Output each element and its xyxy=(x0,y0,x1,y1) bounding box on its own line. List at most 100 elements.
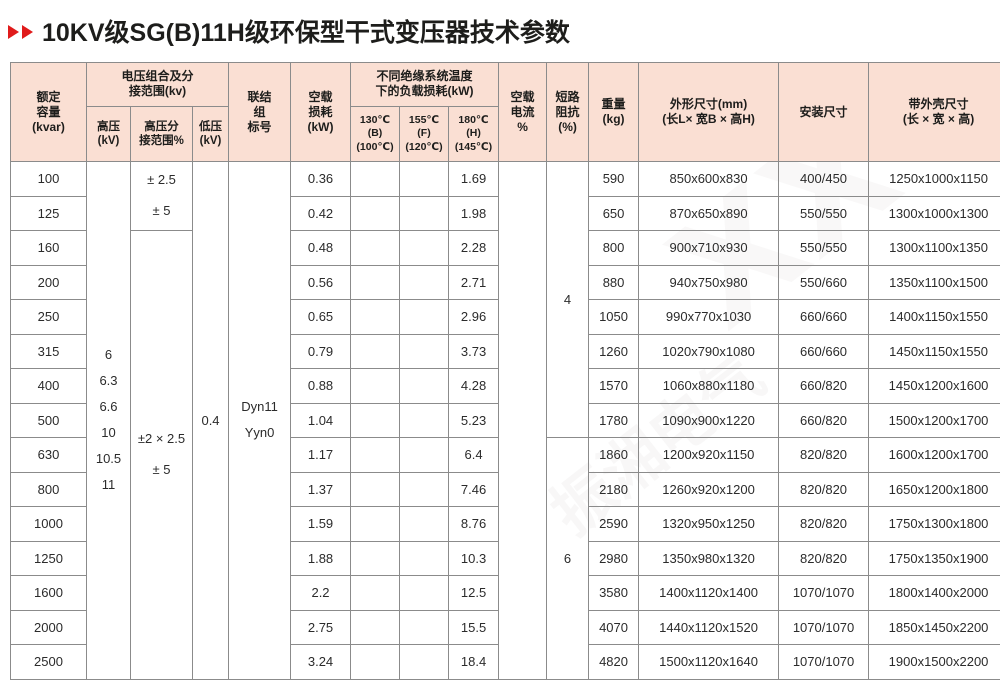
cell-load-loss-h: 8.76 xyxy=(448,506,500,542)
tap-range-line-1: ±2 × 2.5 xyxy=(137,431,186,447)
cell-outline-dimensions: 1400x1120x1400 xyxy=(638,575,780,611)
red-triangle-right-icon xyxy=(8,25,33,39)
cell-load-loss-f xyxy=(399,264,450,300)
cell-weight: 800 xyxy=(588,230,640,266)
cell-high-voltage: 6 6.3 6.6 10 10.5 11 xyxy=(86,161,131,680)
cell-rated-capacity: 800 xyxy=(10,471,87,507)
cell-load-loss-f xyxy=(399,575,450,611)
cell-rated-capacity: 2000 xyxy=(10,609,87,645)
cell-weight: 3580 xyxy=(588,575,640,611)
cell-rated-capacity: 630 xyxy=(10,437,87,473)
cell-rated-capacity: 125 xyxy=(10,195,87,231)
cell-weight: 590 xyxy=(588,161,640,197)
header-hv-tap-range: 高压分 接范围% xyxy=(130,105,193,163)
table-row: 1250 1.88 10.3 2980 1350x980x1320 820/820 1750… xyxy=(10,540,1000,576)
header-weight: 重量 (kg) xyxy=(588,62,640,162)
cell-load-loss-f xyxy=(399,644,450,680)
cell-weight: 4820 xyxy=(588,644,640,680)
high-voltage-value: 6.3 xyxy=(99,373,118,389)
table-row: 315 0.79 3.73 1260 1020x790x1080 660/660 1450x… xyxy=(10,333,1000,369)
cell-installation-size: 820/820 xyxy=(778,540,870,576)
header-connection-group: 联结 组 标号 xyxy=(228,62,292,162)
cell-outline-dimensions: 1020x790x1080 xyxy=(638,333,780,369)
cell-load-loss-h: 15.5 xyxy=(448,609,500,645)
cell-load-loss-f xyxy=(399,471,450,507)
cell-installation-size: 400/450 xyxy=(778,161,870,197)
cell-rated-capacity: 400 xyxy=(10,368,87,404)
cell-no-load-loss: 0.79 xyxy=(290,333,352,369)
cell-load-loss-b xyxy=(350,333,401,369)
header-low-voltage: 低压 (kV) xyxy=(191,105,230,163)
cell-enclosure-dimensions: 1900x1500x2200 xyxy=(868,644,1000,680)
header-row-1: 额定 容量 (kvar) 电压组合及分 接范围(kv) 联结 组 标号 空载 损… xyxy=(10,62,1000,162)
cell-outline-dimensions: 1500x1120x1640 xyxy=(638,644,780,680)
cell-connection-group: Dyn11 Yyn0 xyxy=(228,161,292,680)
cell-load-loss-f xyxy=(399,195,450,231)
cell-load-loss-f xyxy=(399,609,450,645)
cell-rated-capacity: 1000 xyxy=(10,506,87,542)
high-voltage-value: 10 xyxy=(101,425,116,441)
connection-group-line-1: Dyn11 xyxy=(241,399,278,415)
cell-load-loss-b xyxy=(350,230,401,266)
cell-outline-dimensions: 1260x920x1200 xyxy=(638,471,780,507)
cell-installation-size: 1070/1070 xyxy=(778,644,870,680)
cell-rated-capacity: 100 xyxy=(10,161,87,197)
tap-range-line-2: ± 5 xyxy=(152,461,171,477)
cell-load-loss-f xyxy=(399,540,450,576)
cell-rated-capacity: 2500 xyxy=(10,644,87,680)
cell-weight: 2980 xyxy=(588,540,640,576)
header-no-load-loss: 空载 损耗 (kW) xyxy=(290,62,352,162)
cell-outline-dimensions: 1320x950x1250 xyxy=(638,506,780,542)
cell-enclosure-dimensions: 1400x1150x1550 xyxy=(868,299,1000,335)
page-title-bar: 10KV级SG(B)11H级环保型干式变压器技术参数 xyxy=(0,0,1000,62)
cell-enclosure-dimensions: 1450x1200x1600 xyxy=(868,368,1000,404)
tap-range-line-2: ± 5 xyxy=(152,203,171,218)
cell-load-loss-h: 7.46 xyxy=(448,471,500,507)
cell-load-loss-h: 5.23 xyxy=(448,402,500,438)
cell-load-loss-b xyxy=(350,437,401,473)
cell-installation-size: 550/550 xyxy=(778,230,870,266)
high-voltage-value: 11 xyxy=(101,477,116,493)
cell-load-loss-b xyxy=(350,471,401,507)
cell-outline-dimensions: 900x710x930 xyxy=(638,230,780,266)
cell-installation-size: 660/820 xyxy=(778,368,870,404)
cell-rated-capacity: 160 xyxy=(10,230,87,266)
cell-installation-size: 550/660 xyxy=(778,264,870,300)
cell-installation-size: 820/820 xyxy=(778,437,870,473)
cell-enclosure-dimensions: 1750x1300x1800 xyxy=(868,506,1000,542)
cell-outline-dimensions: 990x770x1030 xyxy=(638,299,780,335)
header-outline-dimensions: 外形尺寸(mm) (长L× 宽B × 高H) xyxy=(638,62,780,162)
cell-rated-capacity: 1600 xyxy=(10,575,87,611)
cell-no-load-loss: 1.17 xyxy=(290,437,352,473)
cell-enclosure-dimensions: 1350x1100x1500 xyxy=(868,264,1000,300)
cell-load-loss-b xyxy=(350,368,401,404)
cell-outline-dimensions: 1090x900x1220 xyxy=(638,402,780,438)
cell-no-load-loss: 0.88 xyxy=(290,368,352,404)
cell-no-load-loss: 1.88 xyxy=(290,540,352,576)
header-load-loss-group: 不同绝缘系统温度 下的负载损耗(kW) xyxy=(350,62,500,107)
cell-load-loss-b xyxy=(350,609,401,645)
cell-no-load-current xyxy=(498,161,548,680)
cell-rated-capacity: 200 xyxy=(10,264,87,300)
header-voltage-combination: 电压组合及分 接范围(kv) xyxy=(85,62,230,107)
cell-weight: 880 xyxy=(588,264,640,300)
table-row: 100 6 6.3 6.6 10 10.5 11 ± 2.5 ± 5 0.4 Dyn11 Yyn0 0.… xyxy=(10,161,1000,680)
cell-outline-dimensions: 870x650x890 xyxy=(638,195,780,231)
cell-outline-dimensions: 1350x980x1320 xyxy=(638,540,780,576)
cell-enclosure-dimensions: 1800x1400x2000 xyxy=(868,575,1000,611)
cell-no-load-loss: 1.59 xyxy=(290,506,352,542)
table-row: 500 1.04 5.23 1780 1090x900x1220 660/820 1500x… xyxy=(10,402,1000,438)
cell-load-loss-b xyxy=(350,195,401,231)
high-voltage-value: 6 xyxy=(104,347,113,363)
cell-enclosure-dimensions: 1650x1200x1800 xyxy=(868,471,1000,507)
cell-no-load-loss: 0.48 xyxy=(290,230,352,266)
cell-load-loss-f xyxy=(399,333,450,369)
table-row: 1600 2.2 12.5 3580 1400x1120x1400 1070/1070 18… xyxy=(10,575,1000,611)
cell-no-load-loss: 2.2 xyxy=(290,575,352,611)
cell-load-loss-b xyxy=(350,299,401,335)
cell-load-loss-b xyxy=(350,402,401,438)
cell-no-load-loss: 0.42 xyxy=(290,195,352,231)
cell-enclosure-dimensions: 1750x1350x1900 xyxy=(868,540,1000,576)
cell-load-loss-b xyxy=(350,540,401,576)
table-row: 125 0.42 1.98 650 870x650x890 550/550 1300x100… xyxy=(10,195,1000,231)
